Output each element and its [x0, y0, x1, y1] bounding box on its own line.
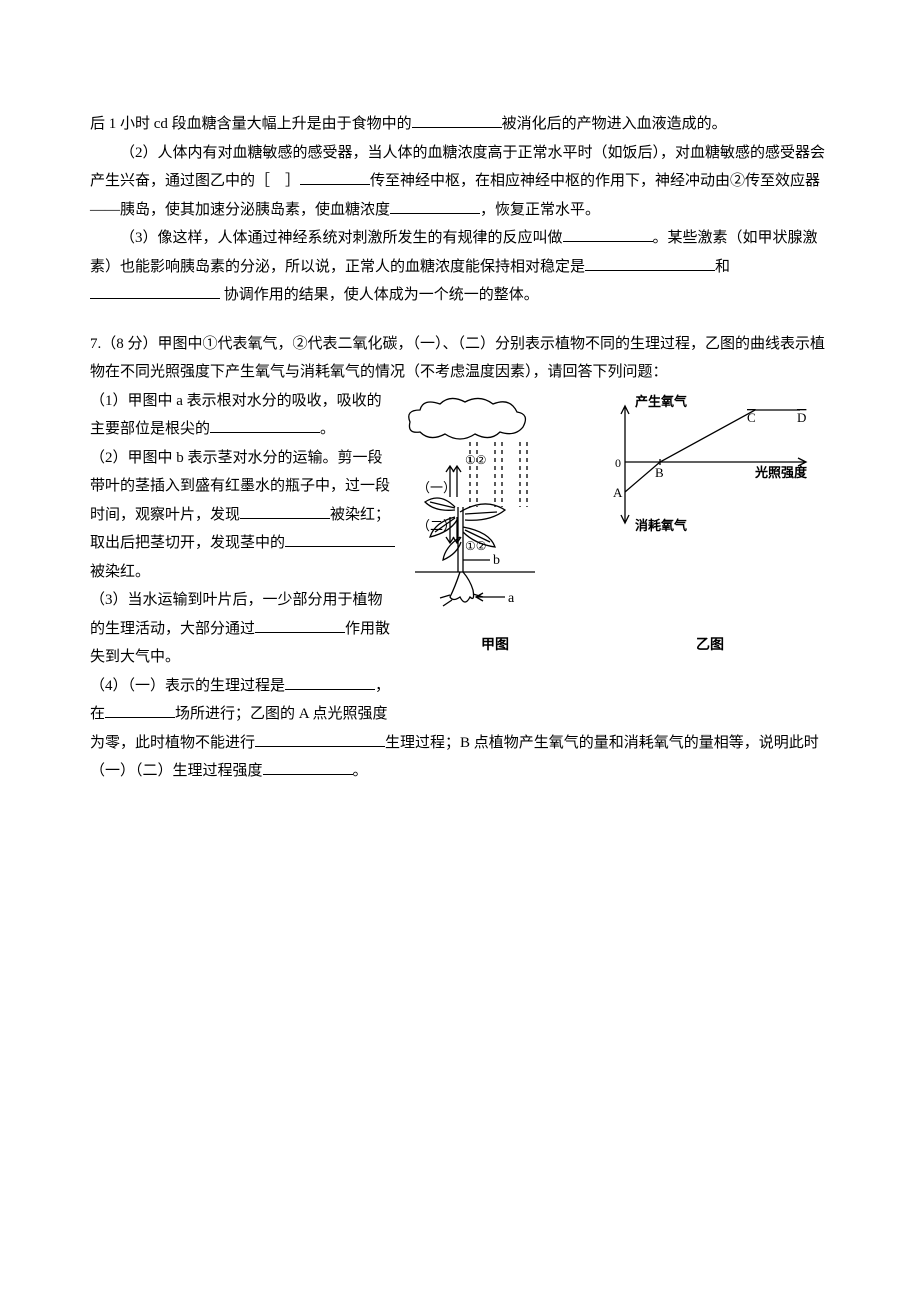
- q7-figures: ①② （一） （二） ①② b a 甲图: [395, 387, 830, 729]
- blank: [285, 672, 375, 690]
- text: 协调作用的结果，使人体成为一个统一的整体。: [220, 287, 539, 303]
- blank: [255, 729, 385, 747]
- oxygen-chart-svg: 产生氧气 消耗氧气 光照强度 A B C D 0: [605, 392, 815, 627]
- point-A: A: [613, 485, 623, 500]
- figure-yi: 产生氧气 消耗氧气 光照强度 A B C D 0 乙图: [605, 392, 815, 658]
- q6-line1: 后 1 小时 cd 段血糖含量大幅上升是由于食物中的 被消化后的产物进入血液造成的…: [90, 110, 830, 139]
- q7-s4-part2: 为零，此时植物不能进行生理过程；B 点植物产生氧气的量和消耗氧气的量相等，说明此…: [90, 729, 830, 786]
- q7-s3: （3）当水运输到叶片后，一少部分用于植物的生理活动，大部分通过作用散失到大气中。: [90, 586, 395, 672]
- point-B: B: [655, 465, 664, 480]
- blank: [210, 416, 320, 434]
- plant-diagram-svg: ①② （一） （二） ①② b a: [395, 392, 595, 627]
- y-axis-bot-label: 消耗氧气: [635, 518, 687, 533]
- text: 场所进行；乙图的 A 点光照强度: [175, 706, 388, 722]
- blank: [412, 111, 502, 129]
- label-circ12-top: ①②: [465, 453, 487, 467]
- q6-sub2: （2）人体内有对血糖敏感的感受器，当人体的血糖浓度高于正常水平时（如饭后），对血…: [90, 139, 830, 225]
- blank: [563, 225, 653, 243]
- point-C: C: [747, 410, 756, 425]
- text: 7.（8 分）甲图中①代表氧气，②代表二氧化碳，（一）、（二）分别表示植物不同的…: [90, 330, 830, 387]
- q6-sub3: （3）像这样，人体通过神经系统对刺激所发生的有规律的反应叫做。某些激素（如甲状腺…: [90, 224, 830, 310]
- blank: [90, 282, 220, 300]
- x-axis-label: 光照强度: [754, 465, 808, 480]
- text: 。: [353, 763, 368, 779]
- jia-caption: 甲图: [481, 631, 509, 658]
- text: ，恢复正常水平。: [480, 202, 600, 218]
- text: 被消化后的产物进入血液造成的。: [502, 116, 727, 132]
- origin-zero: 0: [615, 456, 621, 470]
- label-two: （二）: [417, 518, 456, 533]
- label-b: b: [493, 553, 500, 568]
- q7-left-col: （1）甲图中 a 表示根对水分的吸收，吸收的主要部位是根尖的。 （2）甲图中 b…: [90, 387, 395, 729]
- blank: [585, 253, 715, 271]
- text: 被染红。: [90, 564, 150, 580]
- text: 和: [715, 259, 730, 275]
- q7: 7.（8 分）甲图中①代表氧气，②代表二氧化碳，（一）、（二）分别表示植物不同的…: [90, 330, 830, 786]
- blank: [240, 501, 330, 519]
- blank: [390, 196, 480, 214]
- label-circ12-bot: ①②: [465, 539, 487, 553]
- label-one: （一）: [417, 480, 456, 495]
- text: 。: [320, 421, 335, 437]
- q7-stem: 7.（8 分）甲图中①代表氧气，②代表二氧化碳，（一）、（二）分别表示植物不同的…: [90, 330, 830, 387]
- q7-bottom: 为零，此时植物不能进行生理过程；B 点植物产生氧气的量和消耗氧气的量相等，说明此…: [90, 729, 830, 786]
- figure-jia: ①② （一） （二） ①② b a 甲图: [395, 392, 595, 658]
- blank: [263, 758, 353, 776]
- blank: [105, 701, 175, 719]
- blank: [255, 615, 345, 633]
- blank: [285, 530, 395, 548]
- text: 为零，此时植物不能进行: [90, 735, 255, 751]
- text: 后 1 小时 cd 段血糖含量大幅上升是由于食物中的: [90, 116, 412, 132]
- text: （4）（一）表示的生理过程是: [90, 678, 285, 694]
- q7-s2: （2）甲图中 b 表示茎对水分的运输。剪一段带叶的茎插入到盛有红墨水的瓶子中，过…: [90, 444, 395, 587]
- q7-s1: （1）甲图中 a 表示根对水分的吸收，吸收的主要部位是根尖的。: [90, 387, 395, 444]
- label-a: a: [508, 591, 515, 606]
- point-D: D: [797, 410, 806, 425]
- text: （3）像这样，人体通过神经系统对刺激所发生的有规律的反应叫做: [120, 230, 563, 246]
- blank: [300, 168, 370, 186]
- yi-caption: 乙图: [696, 631, 724, 658]
- y-axis-top-label: 产生氧气: [635, 394, 687, 409]
- q7-s4-part1: （4）（一）表示的生理过程是，在场所进行；乙图的 A 点光照强度: [90, 672, 395, 729]
